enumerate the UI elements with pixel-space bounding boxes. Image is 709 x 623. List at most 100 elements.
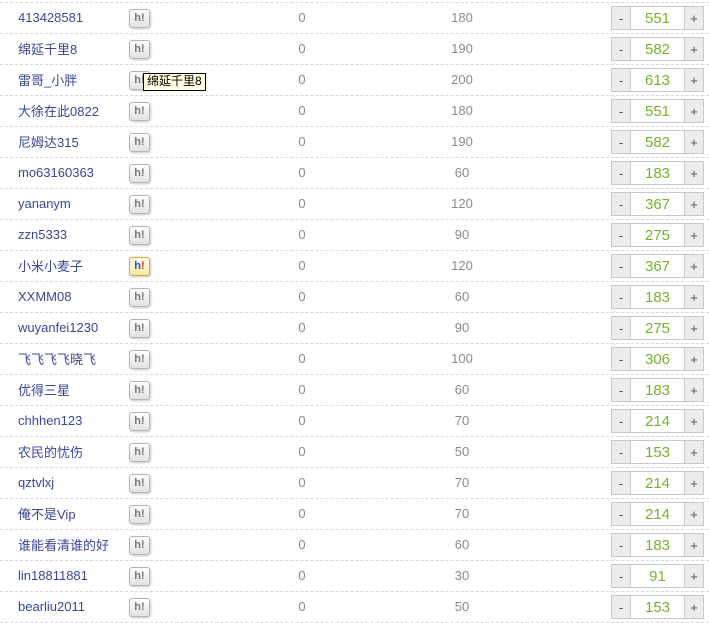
stepper-value-input[interactable]: [631, 409, 684, 433]
minus-button[interactable]: -: [611, 595, 631, 619]
stepper-value-input[interactable]: [631, 254, 684, 278]
chat-status-icon[interactable]: h!: [129, 349, 150, 369]
username-link[interactable]: XXMM08: [18, 289, 72, 304]
chat-status-icon[interactable]: h!: [129, 163, 150, 183]
minus-button[interactable]: -: [611, 316, 631, 340]
chat-status-icon[interactable]: h!: [129, 566, 150, 586]
minus-button[interactable]: -: [611, 254, 631, 278]
username-link[interactable]: 大徐在此0822: [18, 104, 99, 119]
chat-status-icon[interactable]: h!: [129, 194, 150, 214]
chat-status-icon[interactable]: h!: [129, 442, 150, 462]
minus-button[interactable]: -: [611, 6, 631, 30]
stepper-value-input[interactable]: [631, 130, 684, 154]
chat-status-icon[interactable]: h!: [129, 535, 150, 555]
username-link[interactable]: 农民的忧伤: [18, 445, 84, 460]
chat-status-icon[interactable]: h!: [129, 132, 150, 152]
username-link[interactable]: mo63160363: [18, 165, 94, 180]
minus-button[interactable]: -: [611, 223, 631, 247]
stepper-value-input[interactable]: [631, 68, 684, 92]
plus-button[interactable]: +: [684, 440, 704, 464]
chat-status-icon[interactable]: h!: [129, 39, 150, 59]
stepper-value-input[interactable]: [631, 316, 684, 340]
username-link[interactable]: 413428581: [18, 10, 84, 25]
minus-button[interactable]: -: [611, 99, 631, 123]
plus-button[interactable]: +: [684, 6, 704, 30]
stepper-value-input[interactable]: [631, 471, 684, 495]
chat-status-icon[interactable]: h!: [129, 380, 150, 400]
chat-status-icon[interactable]: h!: [129, 411, 150, 431]
stepper-value-input[interactable]: [631, 378, 684, 402]
minus-button[interactable]: -: [611, 192, 631, 216]
plus-button[interactable]: +: [684, 99, 704, 123]
chat-status-icon[interactable]: h!: [129, 597, 150, 617]
chat-status-icon[interactable]: h!: [129, 8, 150, 28]
stepper-value-input[interactable]: [631, 161, 684, 185]
stepper-value-input[interactable]: [631, 99, 684, 123]
plus-button[interactable]: +: [684, 192, 704, 216]
stepper-value-input[interactable]: [631, 347, 684, 371]
plus-button[interactable]: +: [684, 68, 704, 92]
plus-button[interactable]: +: [684, 409, 704, 433]
username-link[interactable]: 尼姆达315: [18, 135, 79, 150]
stepper-value-input[interactable]: [631, 564, 684, 588]
username-link[interactable]: 小米小麦子: [18, 259, 84, 274]
username-link[interactable]: 雷哥_小胖: [18, 73, 78, 88]
chat-status-icon[interactable]: h!: [129, 287, 150, 307]
plus-button[interactable]: +: [684, 285, 704, 309]
chat-status-icon[interactable]: h!: [129, 225, 150, 245]
stepper-value-input[interactable]: [631, 502, 684, 526]
username-link[interactable]: lin18811881: [18, 568, 88, 583]
minus-button[interactable]: -: [611, 68, 631, 92]
stepper-value-input[interactable]: [631, 192, 684, 216]
username-link[interactable]: chhhen123: [18, 413, 83, 428]
username-link[interactable]: zzn5333: [18, 227, 68, 242]
username-link[interactable]: bearliu2011: [18, 599, 85, 614]
stepper-value-input[interactable]: [631, 440, 684, 464]
plus-button[interactable]: +: [684, 223, 704, 247]
stepper-value-input[interactable]: [631, 37, 684, 61]
plus-button[interactable]: +: [684, 347, 704, 371]
stepper-value-input[interactable]: [631, 595, 684, 619]
chat-status-icon[interactable]: h!: [129, 318, 150, 338]
minus-button[interactable]: -: [611, 533, 631, 557]
username-link[interactable]: 绵延千里8: [18, 42, 78, 57]
minus-button[interactable]: -: [611, 502, 631, 526]
username-link[interactable]: qztvlxj: [18, 475, 55, 490]
minus-button[interactable]: -: [611, 440, 631, 464]
plus-button[interactable]: +: [684, 37, 704, 61]
minus-button[interactable]: -: [611, 471, 631, 495]
minus-button[interactable]: -: [611, 564, 631, 588]
minus-button[interactable]: -: [611, 161, 631, 185]
zero-value: 0: [298, 227, 306, 242]
plus-button[interactable]: +: [684, 533, 704, 557]
plus-button[interactable]: +: [684, 378, 704, 402]
minus-button[interactable]: -: [611, 378, 631, 402]
chat-status-icon[interactable]: h!: [129, 256, 150, 276]
chat-status-icon[interactable]: h!: [129, 473, 150, 493]
stepper-value-input[interactable]: [631, 285, 684, 309]
minus-button[interactable]: -: [611, 130, 631, 154]
chat-status-icon[interactable]: h!: [129, 101, 150, 121]
plus-button[interactable]: +: [684, 595, 704, 619]
username-link[interactable]: 谁能看清谁的好: [18, 538, 110, 553]
username-link[interactable]: 飞飞飞飞晓飞: [18, 352, 97, 367]
stepper-value-input[interactable]: [631, 223, 684, 247]
username-link[interactable]: 优得三星: [18, 383, 71, 398]
minus-button[interactable]: -: [611, 347, 631, 371]
minus-button[interactable]: -: [611, 37, 631, 61]
username-link[interactable]: 俺不是Vip: [18, 507, 76, 522]
stepper-value-input[interactable]: [631, 533, 684, 557]
plus-button[interactable]: +: [684, 254, 704, 278]
stepper-value-input[interactable]: [631, 6, 684, 30]
plus-button[interactable]: +: [684, 471, 704, 495]
plus-button[interactable]: +: [684, 564, 704, 588]
plus-button[interactable]: +: [684, 161, 704, 185]
chat-status-icon[interactable]: h!: [129, 504, 150, 524]
minus-button[interactable]: -: [611, 285, 631, 309]
plus-button[interactable]: +: [684, 130, 704, 154]
plus-button[interactable]: +: [684, 316, 704, 340]
username-link[interactable]: yananym: [18, 196, 71, 211]
username-link[interactable]: wuyanfei1230: [18, 320, 99, 335]
minus-button[interactable]: -: [611, 409, 631, 433]
plus-button[interactable]: +: [684, 502, 704, 526]
